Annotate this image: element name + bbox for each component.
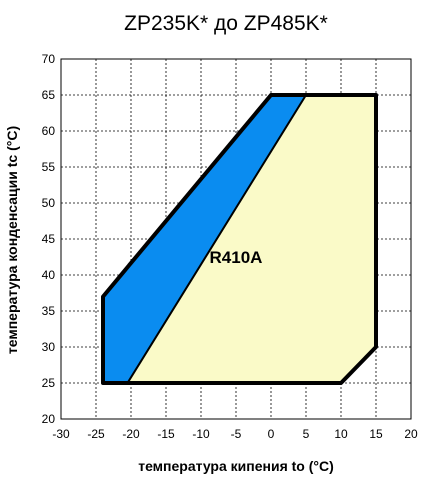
plot-border [60,58,412,420]
y-tick-30: 30 [42,340,56,354]
x-tick--5: -5 [231,427,242,441]
y-tick-55: 55 [42,160,56,174]
y-tick-65: 65 [42,88,56,102]
x-tick--10: -10 [192,427,210,441]
y-tick-40: 40 [42,268,56,282]
y-tick-25: 25 [42,376,56,390]
y-tick-50: 50 [42,196,56,210]
x-tick--25: -25 [87,427,105,441]
x-tick-15: 15 [369,427,383,441]
x-tick-0: 0 [268,427,275,441]
y-tick-60: 60 [42,124,56,138]
x-tick--20: -20 [122,427,140,441]
y-axis-label: температура конденсации tc (°C) [4,126,20,354]
x-axis-label: температура кипения to (°C) [138,458,334,474]
y-tick-labels: 20 25 30 35 40 45 50 55 60 65 70 [42,52,56,426]
chart-title: ZP235K* до ZP485K* [124,12,328,35]
envelope-outline [101,93,378,385]
plot-frame [60,58,412,420]
y-tick-20: 20 [42,412,56,426]
x-tick--30: -30 [52,427,70,441]
x-tick-labels: -30 -25 -20 -15 -10 -5 0 5 10 15 20 [52,427,418,441]
x-tick-20: 20 [404,427,418,441]
x-tick--15: -15 [157,427,175,441]
y-tick-45: 45 [42,232,56,246]
y-tick-35: 35 [42,304,56,318]
x-tick-10: 10 [334,427,348,441]
operating-regions [101,93,378,385]
x-tick-5: 5 [303,427,310,441]
y-tick-70: 70 [42,52,56,66]
refrigerant-label: R410A [210,248,263,267]
